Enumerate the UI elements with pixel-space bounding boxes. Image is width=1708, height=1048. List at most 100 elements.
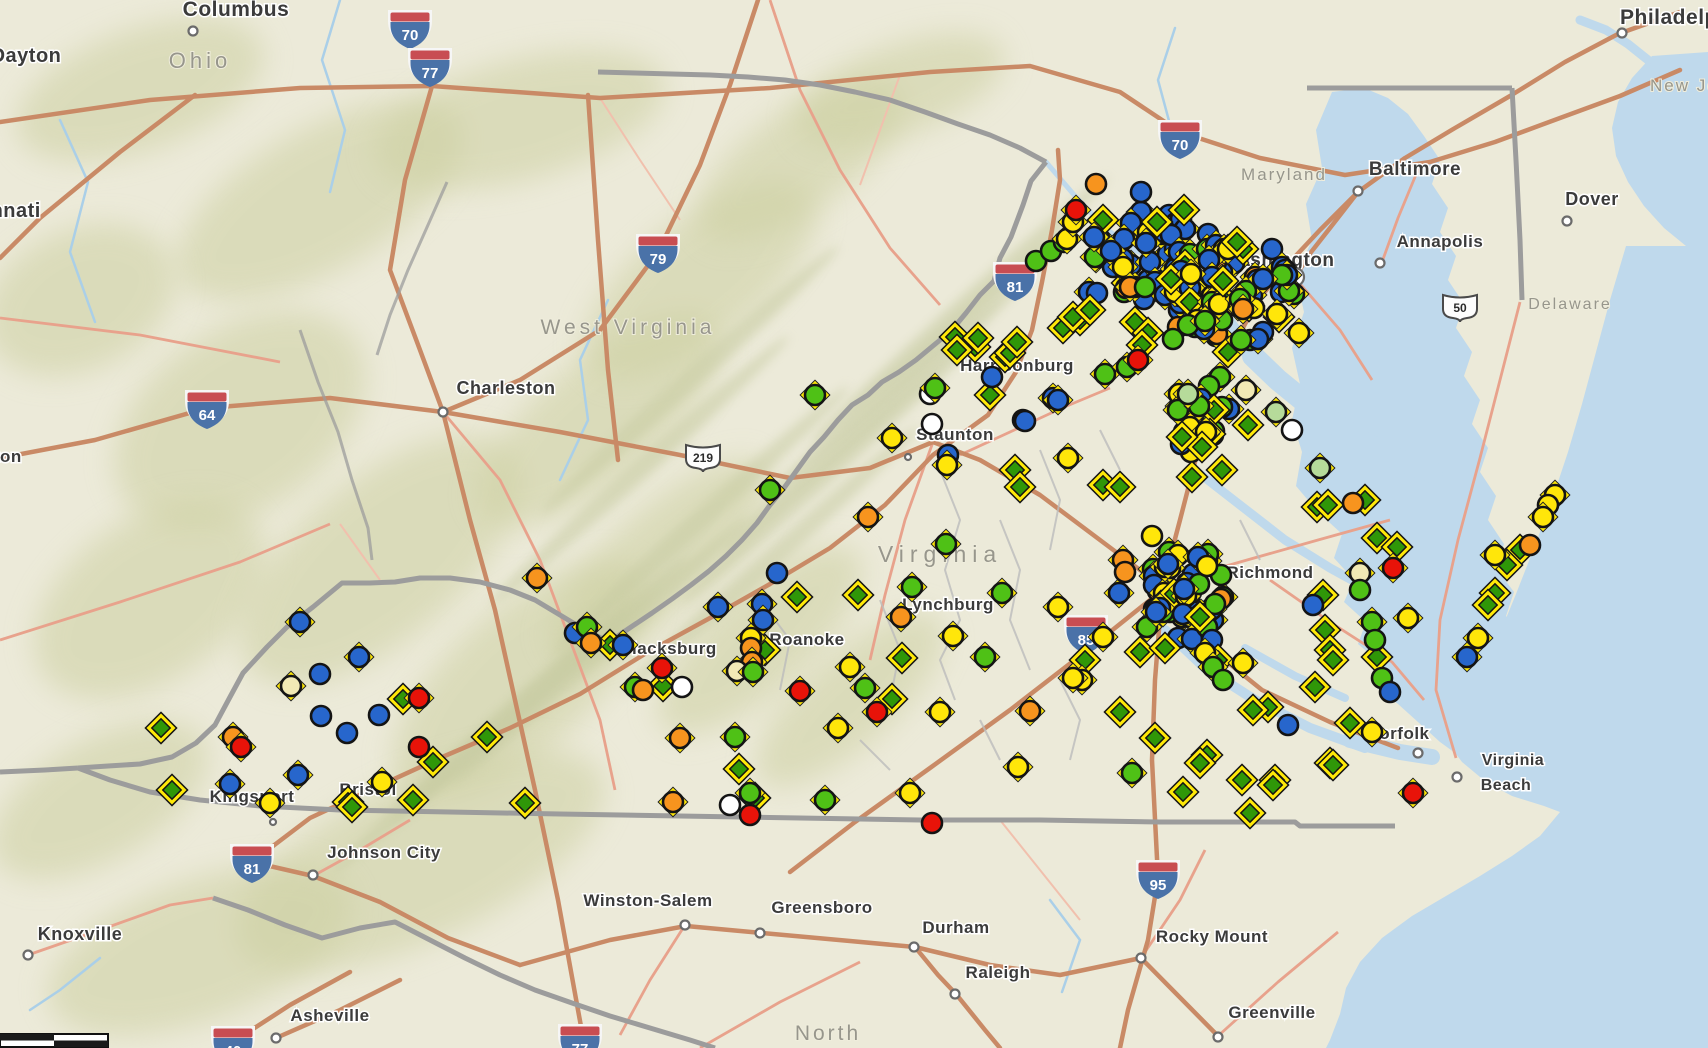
map-marker-diamond[interactable] [335, 790, 369, 824]
map-marker-circle-y[interactable] [366, 766, 398, 798]
map-marker-circle-b[interactable] [1130, 227, 1162, 259]
map-marker-circle-y[interactable] [1002, 751, 1034, 783]
map-marker-circle-o[interactable] [575, 627, 607, 659]
map-marker-circle-o[interactable] [664, 722, 696, 754]
map-marker-circle-o[interactable] [852, 501, 884, 533]
map-marker-circle-y[interactable] [924, 696, 956, 728]
map-marker-circle-b[interactable] [1451, 641, 1483, 673]
map-marker-circle-g[interactable] [1189, 305, 1221, 337]
map-marker-circle-r[interactable] [225, 731, 257, 763]
map-marker-circle-b[interactable] [765, 561, 789, 585]
map-marker-diamond[interactable] [144, 711, 178, 745]
map-marker-circle-b[interactable] [1078, 221, 1110, 253]
map-marker-diamond[interactable] [1138, 721, 1172, 755]
map-marker-diamond[interactable] [1256, 768, 1290, 802]
map-marker-circle-y[interactable] [1175, 258, 1207, 290]
map-marker-circle-o[interactable] [631, 678, 655, 702]
map-marker-circle-y[interactable] [1283, 317, 1315, 349]
map-marker-circle-y[interactable] [1057, 662, 1089, 694]
map-marker-circle-r[interactable] [861, 696, 893, 728]
map-marker-diamond[interactable] [1220, 225, 1254, 259]
map-marker-circle-b[interactable] [1247, 263, 1279, 295]
map-marker-circle-b[interactable] [284, 606, 316, 638]
map-marker-diamond[interactable] [885, 641, 919, 675]
map-marker-circle-r[interactable] [1060, 194, 1092, 226]
map-marker-circle-y[interactable] [1203, 288, 1235, 320]
map-marker-circle-y[interactable] [822, 712, 854, 744]
map-marker-diamond[interactable] [1231, 408, 1265, 442]
map-marker-diamond[interactable] [1236, 693, 1270, 727]
map-marker-diamond[interactable] [940, 333, 974, 367]
map-marker-circle-b[interactable] [309, 704, 333, 728]
map-marker-circle-o[interactable] [1113, 560, 1137, 584]
map-marker-circle-p[interactable] [1172, 378, 1204, 410]
map-marker-circle-p[interactable] [1260, 396, 1292, 428]
map-marker-diamond[interactable] [396, 783, 430, 817]
map-marker-diamond[interactable] [1316, 643, 1350, 677]
map-marker-circle-y[interactable] [1462, 622, 1494, 654]
map-marker-circle-n[interactable] [275, 670, 307, 702]
map-marker-diamond[interactable] [841, 578, 875, 612]
map-marker-circle-b[interactable] [367, 703, 391, 727]
map-marker-diamond[interactable] [973, 378, 1007, 412]
map-marker-diamond[interactable] [1148, 631, 1182, 665]
map-marker-circle-y[interactable] [254, 787, 286, 819]
map-marker-circle-y[interactable] [1527, 501, 1559, 533]
map-marker-circle-r[interactable] [1122, 344, 1154, 376]
map-marker-diamond[interactable] [780, 580, 814, 614]
map-marker-circle-y[interactable] [1392, 602, 1424, 634]
map-marker-circle-g[interactable] [734, 777, 766, 809]
map-marker-circle-y[interactable] [1356, 716, 1388, 748]
map-marker-circle-p[interactable] [1304, 452, 1336, 484]
map-marker-diamond[interactable] [722, 752, 756, 786]
map-marker-circle-b[interactable] [1140, 596, 1172, 628]
map-marker-diamond[interactable] [1165, 420, 1199, 454]
map-marker-circle-g[interactable] [1133, 275, 1157, 299]
map-marker-circle-y[interactable] [937, 620, 969, 652]
map-marker-circle-g[interactable] [719, 721, 751, 753]
map-marker-diamond[interactable] [470, 720, 504, 754]
map-marker-diamond[interactable] [1183, 600, 1217, 634]
map-marker-circle-g[interactable] [1356, 606, 1388, 638]
map-marker-circle-y[interactable] [1140, 524, 1164, 548]
map-marker-circle-n[interactable] [1344, 557, 1376, 589]
map-marker-circle-o[interactable] [1341, 491, 1365, 515]
map-marker-diamond[interactable] [1471, 588, 1505, 622]
map-marker-circle-y[interactable] [876, 422, 908, 454]
map-marker-circle-r[interactable] [1377, 552, 1409, 584]
map-marker-diamond[interactable] [508, 786, 542, 820]
map-marker-circle-b[interactable] [702, 591, 734, 623]
map-marker-circle-g[interactable] [896, 571, 928, 603]
map-marker-circle-b[interactable] [1260, 237, 1284, 261]
data-markers-layer[interactable] [144, 172, 1571, 835]
map-marker-circle-b[interactable] [1129, 180, 1153, 204]
map-marker-circle-g[interactable] [809, 784, 841, 816]
map-marker-circle-n[interactable] [1230, 374, 1262, 406]
map-marker-diamond[interactable] [1073, 293, 1107, 327]
map-marker-diamond[interactable] [1233, 796, 1267, 830]
map-marker-circle-r[interactable] [784, 675, 816, 707]
map-marker-diamond[interactable] [1380, 530, 1414, 564]
map-marker-diamond[interactable] [155, 773, 189, 807]
map-marker-circle-w[interactable] [920, 412, 944, 436]
map-marker-diamond[interactable] [1103, 695, 1137, 729]
map-marker-diamond[interactable] [1311, 488, 1345, 522]
map-marker-circle-y[interactable] [1087, 621, 1119, 653]
map-marker-diamond[interactable] [1316, 748, 1350, 782]
map-marker-circle-g[interactable] [1348, 578, 1372, 602]
map-marker-diamond[interactable] [1166, 775, 1200, 809]
map-marker-diamond[interactable] [1225, 763, 1259, 797]
map-marker-circle-g[interactable] [919, 372, 951, 404]
map-marker-circle-b[interactable] [1378, 680, 1402, 704]
map-marker-circle-b[interactable] [282, 759, 314, 791]
map-marker-diamond[interactable] [961, 321, 995, 355]
map-marker-diamond[interactable] [1003, 470, 1037, 504]
map-marker-circle-w[interactable] [1280, 418, 1304, 442]
map-marker-circle-g[interactable] [754, 474, 786, 506]
map-marker-circle-b[interactable] [343, 641, 375, 673]
map-marker-circle-o[interactable] [1014, 695, 1046, 727]
map-marker-circle-r[interactable] [403, 682, 435, 714]
map-marker-circle-y[interactable] [931, 449, 963, 481]
